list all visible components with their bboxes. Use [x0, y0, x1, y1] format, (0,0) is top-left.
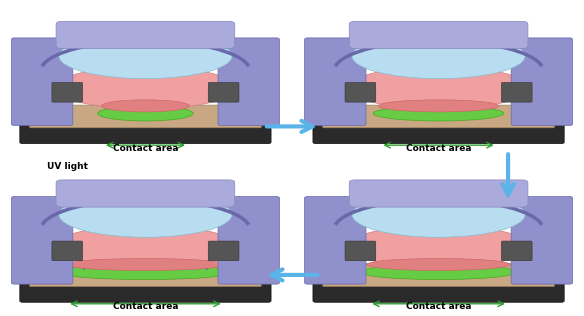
FancyBboxPatch shape [218, 38, 279, 125]
Text: UV light: UV light [47, 162, 88, 171]
FancyBboxPatch shape [511, 38, 572, 125]
FancyBboxPatch shape [208, 241, 239, 261]
FancyBboxPatch shape [313, 124, 564, 144]
Text: Air in: Air in [182, 206, 210, 215]
Ellipse shape [348, 67, 529, 109]
Ellipse shape [367, 258, 510, 270]
FancyBboxPatch shape [208, 82, 239, 102]
Ellipse shape [373, 106, 504, 121]
FancyBboxPatch shape [305, 197, 366, 284]
Ellipse shape [352, 192, 525, 237]
FancyBboxPatch shape [323, 105, 554, 128]
FancyBboxPatch shape [52, 82, 82, 102]
Ellipse shape [98, 106, 193, 121]
Ellipse shape [352, 33, 525, 79]
FancyBboxPatch shape [349, 21, 528, 48]
Ellipse shape [55, 67, 236, 109]
FancyBboxPatch shape [305, 38, 366, 125]
FancyBboxPatch shape [349, 180, 528, 207]
Text: Contact area: Contact area [113, 144, 178, 153]
FancyBboxPatch shape [52, 241, 82, 261]
FancyBboxPatch shape [218, 197, 279, 284]
Text: Air in: Air in [531, 209, 558, 218]
FancyBboxPatch shape [12, 197, 73, 284]
FancyBboxPatch shape [30, 264, 261, 286]
Text: Contact area: Contact area [406, 144, 471, 153]
FancyBboxPatch shape [56, 180, 235, 207]
FancyBboxPatch shape [345, 82, 376, 102]
FancyBboxPatch shape [323, 264, 554, 286]
FancyBboxPatch shape [345, 241, 376, 261]
FancyBboxPatch shape [313, 283, 564, 302]
Text: Air in: Air in [531, 50, 558, 59]
FancyBboxPatch shape [502, 241, 532, 261]
Ellipse shape [55, 225, 236, 268]
Ellipse shape [378, 100, 499, 112]
FancyBboxPatch shape [20, 283, 271, 302]
Text: Air in: Air in [238, 50, 265, 59]
Ellipse shape [59, 33, 232, 79]
Ellipse shape [59, 192, 232, 237]
FancyBboxPatch shape [20, 124, 271, 144]
Text: Contact area: Contact area [113, 302, 178, 311]
FancyBboxPatch shape [30, 105, 261, 128]
Ellipse shape [64, 258, 227, 270]
Ellipse shape [361, 264, 516, 280]
FancyBboxPatch shape [12, 38, 73, 125]
Ellipse shape [57, 264, 234, 280]
FancyBboxPatch shape [511, 197, 572, 284]
Ellipse shape [102, 100, 189, 112]
Text: Contact area: Contact area [406, 302, 471, 311]
FancyBboxPatch shape [502, 82, 532, 102]
FancyBboxPatch shape [56, 21, 235, 48]
Ellipse shape [348, 225, 529, 268]
